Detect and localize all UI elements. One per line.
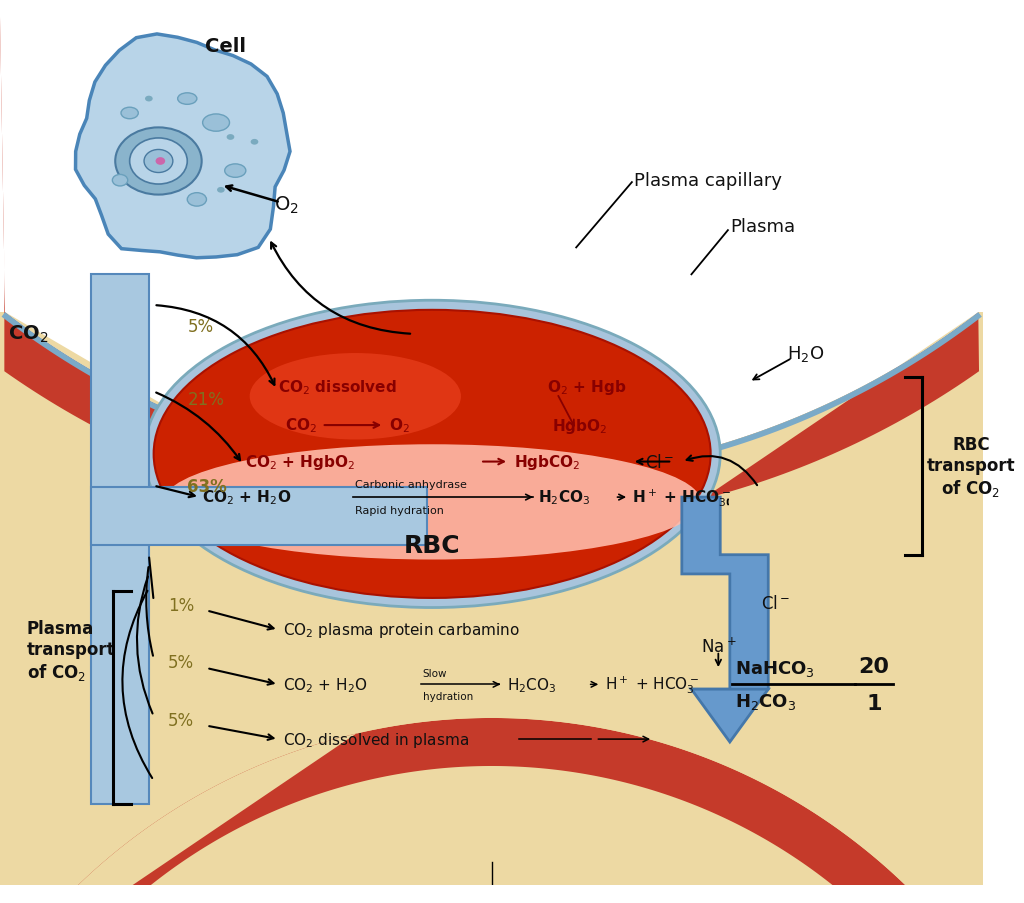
Ellipse shape [226, 135, 234, 141]
Ellipse shape [163, 445, 701, 560]
Polygon shape [76, 35, 290, 258]
Text: Plasma
transport
of CO$_2$: Plasma transport of CO$_2$ [27, 619, 116, 683]
Text: CO$_2$ + H$_2$O: CO$_2$ + H$_2$O [284, 675, 368, 694]
Text: H$_2$CO$_3$: H$_2$CO$_3$ [538, 489, 590, 507]
Text: Cl$^-$: Cl$^-$ [645, 453, 675, 471]
Text: 5%: 5% [168, 711, 195, 729]
Text: Carbonic anhydrase: Carbonic anhydrase [355, 479, 467, 489]
Text: Rapid hydration: Rapid hydration [355, 505, 444, 516]
Ellipse shape [203, 115, 229, 132]
Polygon shape [0, 18, 979, 526]
Bar [91, 488, 427, 545]
Bar [91, 275, 148, 805]
Text: NaHCO$_3$: NaHCO$_3$ [734, 658, 814, 678]
Text: O$_2$: O$_2$ [273, 194, 299, 216]
Text: CO$_2$: CO$_2$ [8, 324, 48, 345]
Text: Cell: Cell [205, 37, 246, 56]
Text: CO$_2$ plasma protein carbamino: CO$_2$ plasma protein carbamino [284, 620, 520, 639]
Text: CO$_2$ dissolved in plasma: CO$_2$ dissolved in plasma [284, 730, 469, 749]
Text: RBC: RBC [403, 534, 461, 557]
Polygon shape [691, 689, 768, 742]
Polygon shape [682, 498, 768, 728]
Text: CO$_2$ + HgbO$_2$: CO$_2$ + HgbO$_2$ [245, 452, 355, 471]
Text: 1: 1 [866, 694, 882, 713]
Text: 5%: 5% [168, 654, 195, 672]
Text: HgbO$_2$: HgbO$_2$ [552, 416, 607, 435]
Text: 1%: 1% [168, 596, 195, 614]
Ellipse shape [154, 311, 711, 599]
Text: H$_2$CO$_3$: H$_2$CO$_3$ [734, 692, 796, 712]
Polygon shape [0, 18, 983, 479]
Text: RBC
transport
of CO$_2$: RBC transport of CO$_2$ [927, 435, 1016, 498]
Text: H$_2$O: H$_2$O [787, 344, 824, 364]
Text: HgbCO$_2$: HgbCO$_2$ [514, 452, 581, 471]
Ellipse shape [250, 354, 461, 440]
Bar [0, 312, 983, 885]
Ellipse shape [145, 97, 153, 102]
Text: H$^+$ + HCO$_3^-$: H$^+$ + HCO$_3^-$ [605, 674, 698, 695]
Ellipse shape [217, 188, 224, 193]
Text: 20: 20 [858, 656, 890, 676]
Ellipse shape [251, 140, 258, 145]
Text: H$_2$CO$_3$: H$_2$CO$_3$ [507, 675, 557, 694]
Text: hydration: hydration [423, 692, 473, 702]
Polygon shape [0, 718, 982, 903]
Ellipse shape [113, 175, 128, 187]
Text: Slow: Slow [423, 668, 447, 678]
Text: Plasma capillary: Plasma capillary [634, 172, 781, 190]
Ellipse shape [130, 139, 187, 185]
Ellipse shape [156, 158, 165, 165]
Polygon shape [0, 312, 983, 903]
Text: CO$_2$: CO$_2$ [285, 416, 316, 435]
Text: CO$_2$ dissolved: CO$_2$ dissolved [279, 377, 397, 396]
Text: 21%: 21% [187, 391, 224, 409]
Ellipse shape [224, 164, 246, 178]
Text: O$_2$: O$_2$ [389, 416, 410, 435]
Ellipse shape [116, 128, 202, 195]
Text: O$_2$ + Hgb: O$_2$ + Hgb [548, 377, 627, 396]
Text: Cl$^-$: Cl$^-$ [761, 594, 791, 612]
Text: H$^+$ + HCO$_3^-$: H$^+$ + HCO$_3^-$ [632, 487, 731, 508]
Text: Plasma: Plasma [730, 218, 795, 236]
Ellipse shape [121, 108, 138, 119]
Text: Na$^+$: Na$^+$ [700, 637, 736, 656]
Ellipse shape [144, 150, 173, 173]
Text: 63%: 63% [187, 477, 227, 495]
Ellipse shape [187, 193, 207, 207]
Ellipse shape [144, 301, 720, 608]
Text: 5%: 5% [187, 318, 213, 336]
Text: CO$_2$ + H$_2$O: CO$_2$ + H$_2$O [202, 489, 291, 507]
Polygon shape [2, 312, 982, 484]
Ellipse shape [177, 94, 197, 106]
